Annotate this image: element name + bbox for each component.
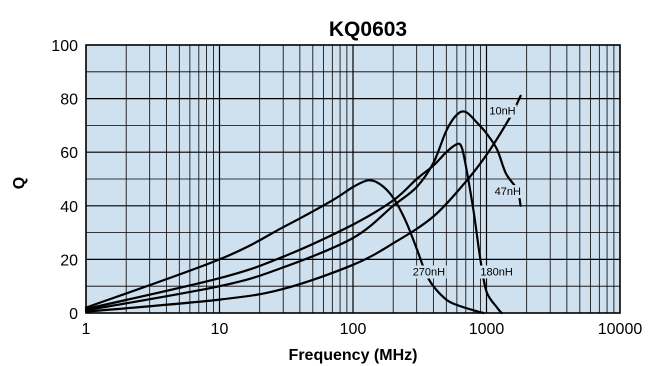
series-line-47nH	[84, 110, 522, 312]
y-tick-label: 100	[51, 38, 78, 55]
y-axis-title: Q	[11, 177, 28, 189]
x-tick-label: 10	[211, 321, 229, 338]
curve-label: 270nH	[413, 266, 445, 278]
y-tick-label: 40	[60, 199, 78, 216]
tick-labels: 1 10 100 1000 10000 0 20 40 60 80 100	[51, 38, 642, 338]
curve-label: 47nH	[495, 186, 521, 198]
series-line-270nH	[84, 179, 485, 315]
y-tick-label: 20	[60, 252, 78, 269]
x-tick-label: 100	[340, 321, 367, 338]
curve-label-bg	[493, 185, 523, 199]
curve-label-bg	[488, 104, 517, 118]
y-tick-label: 0	[69, 306, 78, 323]
y-tick-label: 60	[60, 145, 78, 162]
x-tick-label: 10000	[598, 321, 643, 338]
x-tick-label: 1000	[469, 321, 505, 338]
curve-label-bg	[479, 265, 515, 279]
series-layer	[84, 94, 522, 315]
curve-labels: 10nH 47nH 180nH 270nH	[411, 104, 523, 279]
curve-label: 180nH	[480, 266, 512, 278]
chart-title: KQ0603	[329, 18, 407, 41]
series-line-10nH	[84, 94, 522, 313]
x-tick-label: 1	[82, 321, 91, 338]
plot-frame	[85, 44, 621, 314]
y-tick-label: 80	[60, 92, 78, 109]
curve-label-bg	[411, 265, 447, 279]
curve-label: 10nH	[489, 106, 515, 118]
x-axis-title: Frequency (MHz)	[289, 347, 418, 364]
